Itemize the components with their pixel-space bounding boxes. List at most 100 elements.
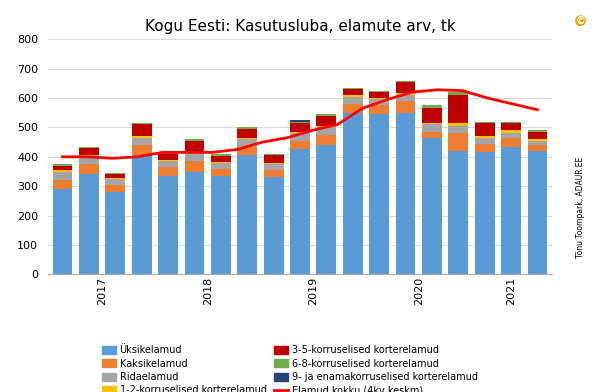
Bar (369, 92, 389, 98)
Bar (422, 125, 442, 132)
Bar (264, 164, 284, 170)
Bar (185, 161, 205, 172)
Bar (211, 154, 231, 156)
Bar (369, 91, 389, 92)
Bar (158, 167, 178, 176)
Elamud kokku (4kv keskm) (284, 135, 291, 140)
Bar (264, 155, 284, 163)
Bar (316, 145, 336, 274)
Bar (211, 176, 231, 274)
Bar (211, 156, 231, 162)
Bar (106, 185, 125, 192)
Bar (501, 122, 521, 123)
Elamud kokku (4kv keskm) (334, 122, 341, 127)
Bar (106, 179, 125, 185)
Legend: Üksikelamud, Kaksikelamud, Ridaelamud, 1-2-korruselised korterelamud, 3-5-korrus: Üksikelamud, Kaksikelamud, Ridaelamud, 1… (102, 345, 478, 392)
Bar (369, 105, 389, 114)
Title: Kogu Eesti: Kasutusluba, elamute arv, tk: Kogu Eesti: Kasutusluba, elamute arv, tk (145, 19, 455, 34)
Bar (475, 123, 494, 136)
Elamud kokku (4kv keskm) (434, 87, 441, 92)
Bar (238, 139, 257, 147)
Bar (79, 157, 99, 164)
Elamud kokku (4kv keskm) (59, 154, 66, 159)
Bar (475, 136, 494, 138)
Bar (185, 172, 205, 274)
Bar (264, 177, 284, 274)
Bar (448, 133, 468, 151)
Elamud kokku (4kv keskm) (384, 97, 391, 102)
Bar (290, 120, 310, 122)
Bar (290, 132, 310, 133)
Elamud kokku (4kv keskm) (209, 150, 216, 155)
Bar (185, 141, 205, 151)
Bar (158, 161, 178, 167)
Bar (422, 105, 442, 108)
Bar (106, 192, 125, 274)
Elamud kokku (4kv keskm) (134, 154, 141, 159)
Bar (132, 138, 152, 145)
Elamud kokku (4kv keskm) (84, 154, 91, 159)
Bar (448, 123, 468, 126)
Bar (395, 101, 415, 113)
Bar (448, 151, 468, 274)
Bar (395, 82, 415, 93)
Bar (501, 138, 521, 147)
Bar (158, 152, 178, 154)
Bar (343, 88, 362, 89)
Bar (395, 95, 415, 101)
Bar (395, 113, 415, 274)
Elamud kokku (4kv keskm) (484, 96, 491, 100)
Bar (158, 176, 178, 274)
Bar (106, 172, 125, 174)
Bar (185, 152, 205, 161)
Elamud kokku (4kv keskm) (234, 147, 241, 152)
Elamud kokku (4kv keskm) (259, 140, 266, 145)
Bar (369, 98, 389, 100)
Elamud kokku (4kv keskm) (534, 107, 541, 112)
Bar (211, 162, 231, 163)
Bar (290, 149, 310, 274)
Bar (448, 92, 468, 95)
Bar (185, 151, 205, 152)
Bar (132, 136, 152, 138)
Bar (395, 93, 415, 95)
Elamud kokku (4kv keskm) (459, 88, 466, 93)
Bar (527, 130, 547, 132)
Bar (343, 89, 362, 95)
Bar (527, 151, 547, 274)
Bar (211, 163, 231, 169)
Text: Tõnu Toompark, ADAUR.EE: Tõnu Toompark, ADAUR.EE (576, 157, 585, 258)
Bar (238, 155, 257, 274)
Bar (132, 125, 152, 136)
Bar (264, 163, 284, 164)
Bar (264, 154, 284, 155)
Bar (79, 147, 99, 148)
Bar (106, 174, 125, 178)
Bar (316, 126, 336, 127)
Elamud kokku (4kv keskm) (109, 156, 116, 161)
Bar (53, 170, 73, 172)
Bar (527, 145, 547, 151)
Bar (475, 143, 494, 152)
Elamud kokku (4kv keskm) (184, 150, 191, 155)
Bar (369, 114, 389, 274)
Bar (316, 114, 336, 116)
Bar (264, 170, 284, 177)
Bar (448, 126, 468, 133)
Bar (290, 141, 310, 149)
Bar (448, 95, 468, 123)
Bar (238, 127, 257, 129)
Bar (501, 147, 521, 274)
Bar (343, 113, 362, 274)
Bar (501, 133, 521, 138)
Bar (238, 147, 257, 155)
Elamud kokku (4kv keskm) (309, 128, 316, 133)
Bar (395, 81, 415, 82)
Bar (132, 123, 152, 125)
Bar (475, 152, 494, 274)
Bar (422, 123, 442, 125)
Bar (158, 154, 178, 160)
Bar (369, 100, 389, 105)
Elamud kokku (4kv keskm) (159, 150, 166, 155)
Bar (238, 129, 257, 138)
